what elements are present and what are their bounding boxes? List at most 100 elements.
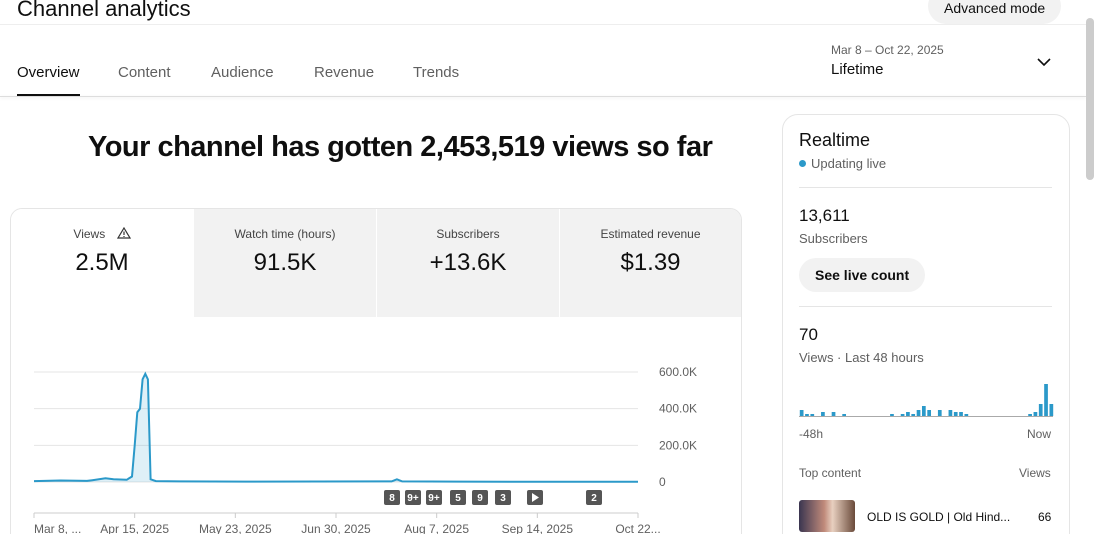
- metric-card[interactable]: Estimated revenue $1.39: [560, 209, 741, 317]
- top-item-views: 66: [1038, 510, 1052, 524]
- y-tick-label: 600.0K: [659, 365, 697, 379]
- realtime-bar: [900, 414, 905, 416]
- advanced-mode-button[interactable]: Advanced mode: [928, 0, 1062, 24]
- top-content-label: Top content: [799, 466, 862, 480]
- metric-card[interactable]: Subscribers +13.6K: [377, 209, 559, 317]
- x-tick-label: May 23, 2025: [199, 522, 272, 534]
- realtime-bar: [948, 410, 953, 416]
- metric-card[interactable]: Watch time (hours) 91.5K: [194, 209, 376, 317]
- annotation-badge: [586, 490, 602, 505]
- realtime-bar: [953, 412, 958, 416]
- date-range[interactable]: Mar 8 – Oct 22, 2025: [831, 43, 944, 57]
- bars-end-label: Now: [1027, 427, 1052, 441]
- annotation-badge: [472, 490, 488, 505]
- realtime-bar: [810, 414, 815, 416]
- realtime-bar: [1038, 404, 1043, 416]
- period[interactable]: Lifetime: [831, 61, 884, 78]
- warning-icon: [116, 226, 131, 239]
- realtime-bar: [921, 406, 926, 416]
- annotation-badge: [384, 490, 400, 505]
- x-tick-label: Mar 8, ...: [34, 522, 81, 534]
- realtime-bar: [805, 414, 809, 416]
- metric-label: Watch time (hours): [234, 227, 336, 241]
- annotation-label: 2: [591, 493, 597, 504]
- realtime-bar: [1049, 404, 1054, 416]
- realtime-bar: [906, 412, 910, 416]
- headline: Your channel has gotten 2,453,519 views …: [88, 131, 713, 163]
- subscriber-count: 13,611: [799, 206, 850, 225]
- realtime-bar: [799, 410, 804, 416]
- tab[interactable]: Revenue: [314, 64, 375, 81]
- tab[interactable]: Overview: [17, 64, 80, 96]
- realtime-panel: [782, 114, 1070, 534]
- realtime-bar: [916, 410, 921, 416]
- annotation-label: 9: [477, 493, 483, 504]
- realtime-bar: [964, 414, 969, 416]
- status-text: Updating live: [811, 156, 887, 171]
- realtime-bar: [821, 412, 825, 416]
- divider: [799, 306, 1052, 307]
- realtime-bar: [911, 414, 916, 416]
- bars-start-label: -48h: [799, 427, 824, 441]
- realtime-bar: [842, 414, 847, 416]
- annotation-label: 5: [455, 493, 461, 504]
- annotation-badge: [450, 490, 466, 505]
- metric-label: Subscribers: [436, 227, 500, 241]
- tab[interactable]: Audience: [211, 64, 274, 81]
- divider: [799, 187, 1052, 188]
- top-bar: [0, 0, 1086, 25]
- play-icon: [532, 493, 539, 502]
- header-divider: [0, 96, 1086, 97]
- metric-label: Estimated revenue: [600, 227, 701, 241]
- x-tick-label: Aug 7, 2025: [404, 522, 469, 534]
- realtime-bar: [937, 410, 942, 416]
- y-tick-label: 0: [659, 475, 666, 489]
- realtime-views: 70: [799, 325, 818, 344]
- top-views-label: Views: [1019, 466, 1051, 480]
- realtime-bar: [1033, 412, 1038, 416]
- metric-label: Views: [73, 227, 106, 241]
- x-tick-label: Oct 22...: [615, 522, 660, 534]
- metric-value: 91.5K: [253, 249, 317, 276]
- realtime-views-label: Views · Last 48 hours: [799, 350, 924, 365]
- realtime-bars: [799, 384, 1054, 417]
- annotation-label: 9+: [407, 493, 419, 504]
- metric-value: +13.6K: [429, 249, 507, 276]
- scrollbar[interactable]: [1086, 18, 1094, 180]
- metric-value: $1.39: [620, 249, 681, 276]
- annotation-label: 9+: [428, 493, 440, 504]
- tab[interactable]: Content: [118, 64, 171, 81]
- realtime-title: Realtime: [799, 130, 871, 150]
- video-thumbnail[interactable]: [799, 500, 855, 532]
- annotation-label: 8: [389, 493, 395, 504]
- top-item-title[interactable]: OLD IS GOLD | Old Hind...: [867, 510, 1011, 524]
- realtime-bar: [890, 414, 894, 416]
- y-tick-label: 200.0K: [659, 438, 697, 452]
- realtime-status: Updating live: [799, 156, 886, 171]
- page-title: Channel analytics: [17, 0, 191, 21]
- annotation-badge: [495, 490, 511, 505]
- annotation-label: 3: [500, 493, 506, 504]
- realtime-bar: [1044, 384, 1048, 416]
- realtime-bar: [831, 412, 836, 416]
- views-chart: 0 200.0K 400.0K 600.0K Mar 8, ... Apr 15, 202…: [33, 365, 697, 534]
- metrics-panel: Views 2.5M Watch time (hours) 91.5K Subsc…: [10, 208, 742, 534]
- realtime-bar: [959, 412, 963, 416]
- tab[interactable]: Trends: [413, 64, 460, 81]
- annotation-badge: [426, 490, 442, 505]
- x-tick-label: Jun 30, 2025: [301, 522, 371, 534]
- subscriber-label: Subscribers: [799, 231, 868, 246]
- annotation-badge: [405, 490, 421, 505]
- x-tick-label: Sep 14, 2025: [502, 522, 574, 534]
- line-area: [34, 373, 638, 482]
- x-tick-label: Apr 15, 2025: [100, 522, 169, 534]
- metric-value: 2.5M: [75, 249, 129, 276]
- realtime-bar: [927, 410, 932, 416]
- y-tick-label: 400.0K: [659, 402, 697, 416]
- metric-card[interactable]: Views 2.5M: [11, 209, 193, 317]
- see-live-count-button[interactable]: See live count: [799, 258, 926, 292]
- views-line: [33, 371, 638, 483]
- realtime-bar: [1028, 414, 1032, 416]
- dropdown-icon[interactable]: [1036, 54, 1052, 70]
